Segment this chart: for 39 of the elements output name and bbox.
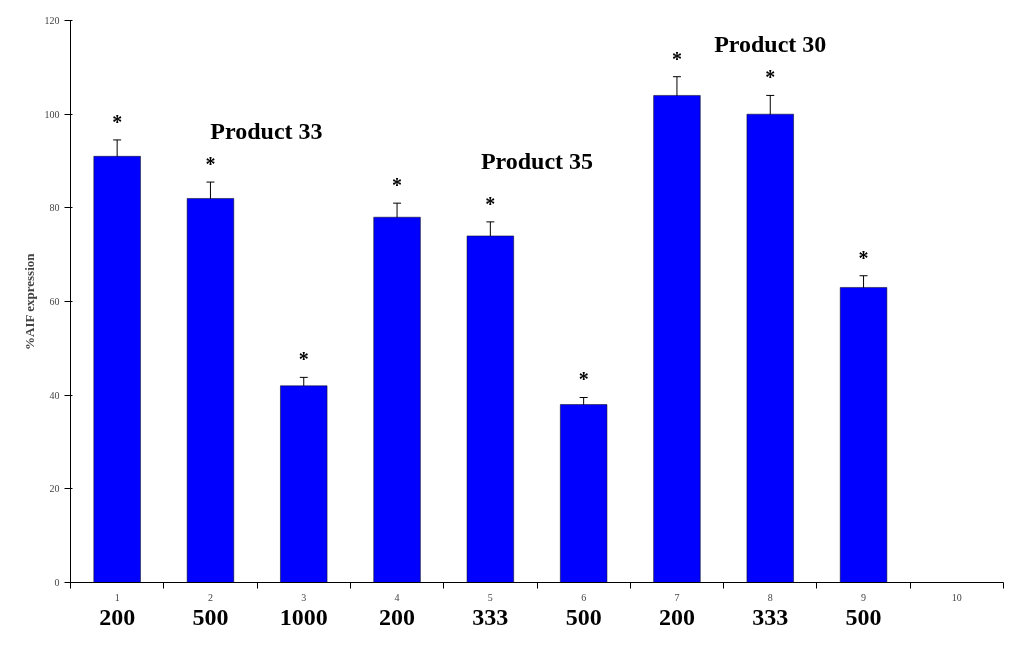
x-tick-label: 6 [581, 591, 587, 603]
x-tick-label: 1 [114, 591, 120, 603]
y-tick-label: 120 [44, 15, 60, 26]
annotation: * [485, 192, 496, 215]
x-tick-label: 5 [487, 591, 493, 603]
text: 200 [99, 603, 136, 630]
y-tick-label: 60 [49, 296, 60, 307]
y-tick-label: 40 [49, 389, 60, 401]
annotation: * [112, 110, 123, 133]
annotation: * [671, 47, 682, 70]
x-tick-label: 4 [394, 591, 400, 603]
annotation: * [205, 153, 216, 176]
annotation: * [858, 246, 869, 269]
annotation: * [392, 174, 403, 197]
text: 500 [845, 603, 882, 630]
text: 1000 [279, 603, 328, 630]
x-tick-label: 3 [301, 591, 307, 603]
y-tick-label: 80 [49, 202, 60, 214]
y-axis-title: %AIF expression [21, 252, 37, 350]
x-tick-label: 8 [767, 591, 773, 603]
annotation: * [578, 368, 589, 391]
text: 500 [565, 603, 602, 630]
annotation: Product 30 [714, 30, 827, 57]
y-tick-label: 100 [44, 108, 60, 120]
annotation: * [298, 348, 309, 371]
y-tick-label: 0 [54, 577, 60, 588]
text: 333 [752, 603, 789, 630]
text: 333 [472, 603, 509, 630]
text: 200 [658, 603, 695, 630]
annotation: Product 35 [480, 148, 594, 174]
x-tick-label: 7 [674, 591, 680, 603]
annotation: Product 33 [210, 117, 323, 144]
x-tick-label: 2 [207, 591, 213, 603]
x-tick-label: 9 [861, 591, 867, 603]
x-tick-label: 10 [951, 591, 962, 603]
text: 500 [192, 603, 229, 630]
y-tick-label: 20 [49, 483, 60, 495]
annotation: * [765, 66, 776, 89]
text: 200 [379, 603, 416, 630]
